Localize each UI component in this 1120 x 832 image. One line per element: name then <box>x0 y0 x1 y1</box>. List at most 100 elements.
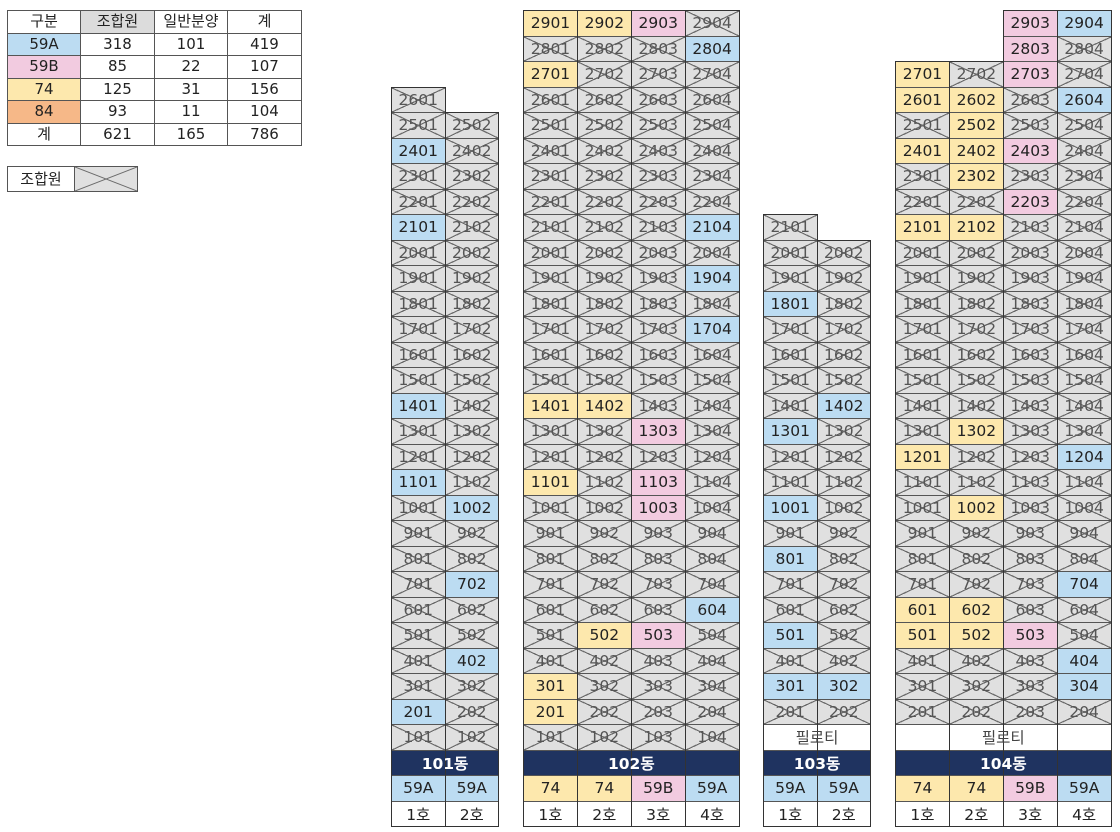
unit-number: 903 <box>1015 524 1046 543</box>
unit-number: 1201 <box>530 447 571 466</box>
unit-cell: 2101 <box>391 214 446 241</box>
unit-cell: 1401 <box>523 392 578 419</box>
unit-number: 1203 <box>1010 447 1050 466</box>
unit-cell: 2001 <box>763 239 818 266</box>
unit-number: 1302 <box>584 422 625 441</box>
building-name-header-text: 101동 <box>421 754 469 773</box>
unit-cell: 1801 <box>523 290 578 317</box>
unit-cell: 1702 <box>948 316 1004 343</box>
unit-number: 2101 <box>770 218 810 237</box>
unit-cell: 1104 <box>1056 469 1112 496</box>
unit-number: 2302 <box>584 167 625 186</box>
unit-number: 201 <box>907 702 938 721</box>
unit-number: 2804 <box>1064 39 1104 58</box>
unit-number: 2202 <box>584 192 625 211</box>
unit-cell: 2204 <box>1056 188 1112 215</box>
house-number-cell: 1호 <box>763 800 818 827</box>
unit-number: 402 <box>589 651 620 670</box>
unit-cell: 202 <box>948 698 1004 725</box>
unit-cell: 1801 <box>763 290 818 317</box>
unit-number: 403 <box>1015 651 1046 670</box>
unit-number: 1801 <box>770 294 810 313</box>
unit-cell: 2903 <box>630 10 686 37</box>
unit-number: 703 <box>1015 575 1046 594</box>
unit-cell: 1303 <box>630 418 686 445</box>
unit-cell: 401 <box>523 647 578 674</box>
unit-number: 2501 <box>902 116 943 135</box>
unit-number: 1003 <box>638 498 678 517</box>
unit-cell: 2502 <box>576 112 632 139</box>
unit-cell: 501 <box>763 622 818 649</box>
unit-number: 701 <box>535 575 566 594</box>
unit-number: 804 <box>697 549 727 568</box>
unit-cell: 2402 <box>576 137 632 164</box>
pilotis-row-text: 필로티 <box>795 729 839 748</box>
unit-number: 404 <box>1069 651 1099 670</box>
summary-value-cell: 419 <box>227 32 302 56</box>
unit-number: 401 <box>403 651 434 670</box>
house-number-cell: 1호 <box>895 800 950 827</box>
unit-number: 2704 <box>692 65 732 84</box>
unit-cell: 2701 <box>523 61 578 88</box>
unit-number: 501 <box>403 626 434 645</box>
unit-number: 1603 <box>638 345 678 364</box>
unit-cell: 701 <box>391 571 446 598</box>
unit-cell: 1502 <box>816 367 871 394</box>
unit-number: 1503 <box>638 371 678 390</box>
summary-value-cell: 31 <box>154 77 228 101</box>
unit-number: 1301 <box>770 422 810 441</box>
house-number-cell: 4호 <box>684 800 740 827</box>
unit-number: 1202 <box>452 447 492 466</box>
unit-number: 703 <box>643 575 674 594</box>
unit-number: 1604 <box>1064 345 1104 364</box>
unit-cell: 1103 <box>630 469 686 496</box>
unit-number: 403 <box>643 651 674 670</box>
unit-number: 2303 <box>1010 167 1050 186</box>
unit-number: 302 <box>589 677 620 696</box>
unit-cell: 2201 <box>391 188 446 215</box>
summary-row: 84 93 11 104 <box>7 100 302 124</box>
unit-type-cell: 74 <box>895 775 950 802</box>
unit-number: 1401 <box>398 396 438 415</box>
unit-cell: 1402 <box>816 392 871 419</box>
unit-cell: 2402 <box>444 137 499 164</box>
unit-cell: 1202 <box>948 443 1004 470</box>
unit-cell: 1003 <box>630 494 686 521</box>
unit-number: 1102 <box>824 473 864 492</box>
unit-number: 704 <box>1069 575 1099 594</box>
unit-cell: 501 <box>895 622 950 649</box>
unit-number: 2803 <box>1010 39 1050 58</box>
unit-type-cell: 59A <box>763 775 818 802</box>
unit-number: 1303 <box>638 422 678 441</box>
unit-number: 1702 <box>956 320 997 339</box>
unit-number: 701 <box>403 575 434 594</box>
unit-number: 2402 <box>584 141 625 160</box>
unit-number: 201 <box>535 702 566 721</box>
house-number-cell-text: 3호 <box>646 805 671 824</box>
unit-number: 1304 <box>692 422 732 441</box>
unit-cell: 1502 <box>444 367 499 394</box>
unit-cell: 1803 <box>1002 290 1058 317</box>
unit-number: 1701 <box>398 320 438 339</box>
unit-cell: 1701 <box>391 316 446 343</box>
unit-cell: 403 <box>1002 647 1058 674</box>
house-number-cell-text: 1호 <box>406 805 431 824</box>
unit-number: 804 <box>1069 549 1099 568</box>
unit-number: 1704 <box>1064 320 1104 339</box>
unit-number: 2102 <box>452 218 492 237</box>
unit-type-cell-text: 74 <box>540 779 561 798</box>
unit-number: 2804 <box>692 39 732 58</box>
unit-cell: 801 <box>895 545 950 572</box>
unit-number: 1403 <box>1010 396 1050 415</box>
unit-cell: 2302 <box>948 163 1004 190</box>
unit-number: 1602 <box>956 345 997 364</box>
unit-type-cell: 74 <box>576 775 632 802</box>
unit-cell: 2401 <box>523 137 578 164</box>
unit-cell: 201 <box>523 698 578 725</box>
unit-number: 502 <box>589 626 620 645</box>
unit-cell: 504 <box>1056 622 1112 649</box>
unit-cell: 404 <box>1056 647 1112 674</box>
unit-number: 1501 <box>530 371 571 390</box>
unit-cell: 1503 <box>630 367 686 394</box>
unit-number: 2103 <box>638 218 678 237</box>
